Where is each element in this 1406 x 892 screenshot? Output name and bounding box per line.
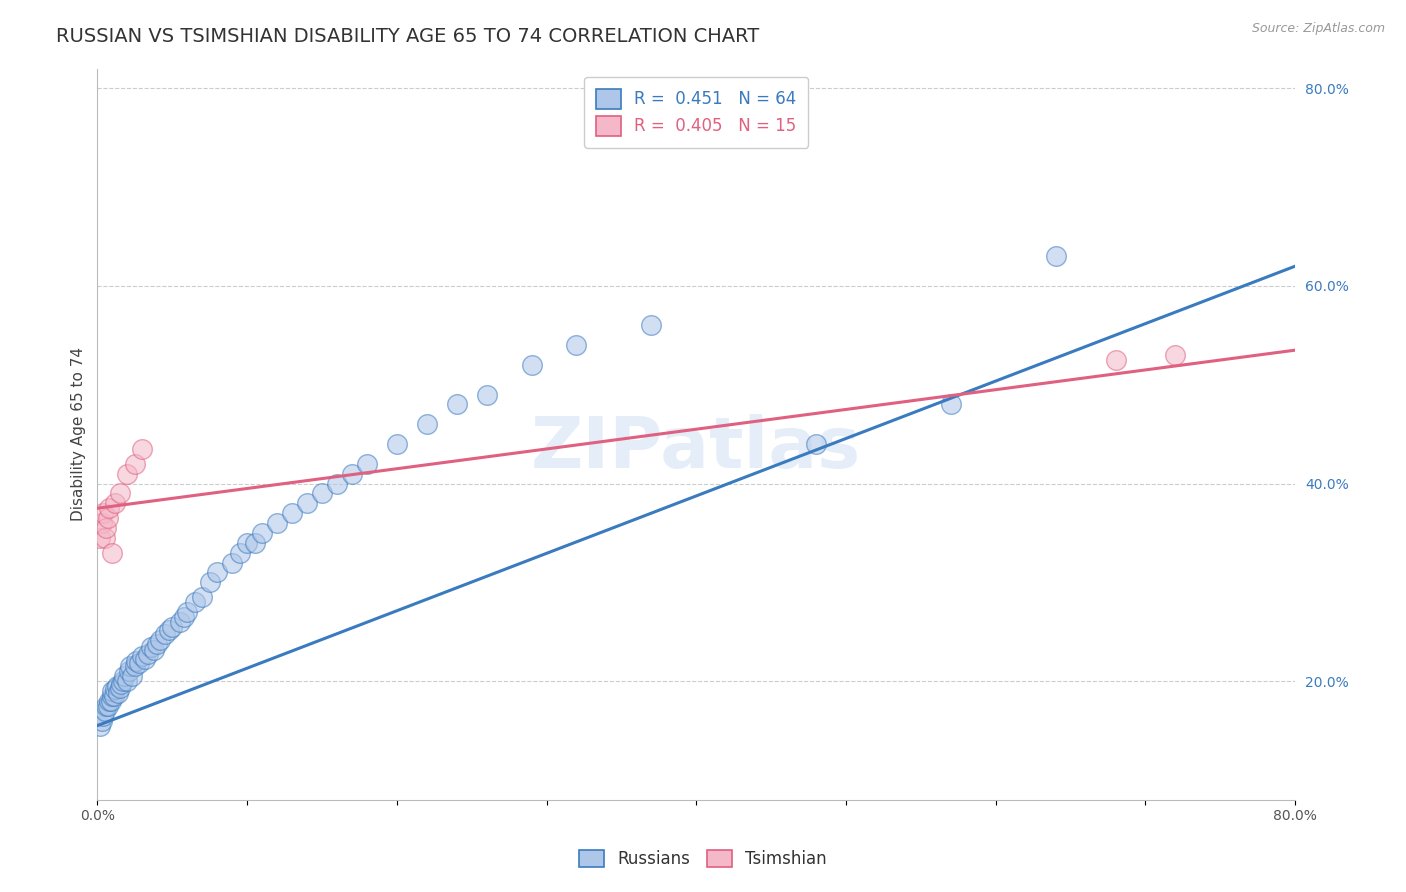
Point [295, 496, 318, 510]
Point [101, 689, 124, 703]
Point [939, 397, 962, 411]
Point [128, 657, 150, 671]
Point [1045, 249, 1067, 263]
Point [146, 637, 169, 651]
Point [385, 437, 408, 451]
Point [640, 318, 662, 333]
Point [124, 457, 146, 471]
Point [326, 476, 349, 491]
Point [108, 681, 131, 695]
Point [157, 623, 180, 637]
Point [243, 536, 266, 550]
Point [90, 714, 112, 728]
Point [446, 397, 468, 411]
Point [98, 501, 121, 516]
Point [117, 467, 139, 481]
Point [228, 546, 250, 560]
Point [98, 694, 121, 708]
Point [141, 640, 163, 654]
Point [101, 546, 124, 560]
Point [250, 525, 273, 540]
Point [124, 659, 146, 673]
Point [97, 698, 120, 713]
Point [131, 442, 153, 456]
Point [143, 642, 166, 657]
Point [136, 647, 159, 661]
Point [565, 338, 588, 352]
Point [1104, 353, 1126, 368]
Point [103, 689, 125, 703]
Point [89, 531, 111, 545]
Text: Source: ZipAtlas.com: Source: ZipAtlas.com [1251, 22, 1385, 36]
Point [118, 665, 141, 679]
Point [169, 615, 191, 629]
Point [520, 358, 543, 372]
Point [311, 486, 333, 500]
Point [340, 467, 363, 481]
Legend: Russians, Tsimshian: Russians, Tsimshian [572, 843, 834, 875]
Point [117, 674, 139, 689]
Y-axis label: Disability Age 65 to 74: Disability Age 65 to 74 [72, 347, 86, 521]
Point [111, 674, 134, 689]
Point [173, 610, 195, 624]
Point [125, 654, 148, 668]
Point [91, 506, 114, 520]
Point [110, 677, 132, 691]
Point [112, 669, 135, 683]
Point [121, 669, 143, 683]
Point [96, 521, 118, 535]
Point [176, 605, 198, 619]
Legend: R =  0.451   N = 64, R =  0.405   N = 15: R = 0.451 N = 64, R = 0.405 N = 15 [585, 77, 808, 147]
Point [160, 620, 183, 634]
Point [1164, 348, 1187, 362]
Point [97, 511, 120, 525]
Text: ZIPatlas: ZIPatlas [531, 414, 862, 483]
Point [89, 719, 111, 733]
Point [108, 486, 131, 500]
Point [94, 531, 117, 545]
Point [281, 506, 304, 520]
Point [101, 684, 124, 698]
Point [149, 632, 172, 647]
Point [91, 708, 114, 723]
Point [96, 698, 118, 713]
Text: RUSSIAN VS TSIMSHIAN DISABILITY AGE 65 TO 74 CORRELATION CHART: RUSSIAN VS TSIMSHIAN DISABILITY AGE 65 T… [56, 27, 759, 45]
Point [107, 686, 129, 700]
Point [356, 457, 378, 471]
Point [183, 595, 205, 609]
Point [191, 590, 214, 604]
Point [153, 626, 176, 640]
Point [804, 437, 827, 451]
Point [416, 417, 439, 432]
Point [236, 536, 259, 550]
Point [205, 566, 228, 580]
Point [94, 704, 117, 718]
Point [104, 496, 127, 510]
Point [104, 682, 127, 697]
Point [475, 387, 498, 401]
Point [131, 649, 153, 664]
Point [221, 556, 243, 570]
Point [120, 659, 142, 673]
Point [90, 516, 112, 530]
Point [105, 679, 128, 693]
Point [198, 575, 221, 590]
Point [100, 694, 122, 708]
Point [266, 516, 288, 530]
Point [134, 652, 156, 666]
